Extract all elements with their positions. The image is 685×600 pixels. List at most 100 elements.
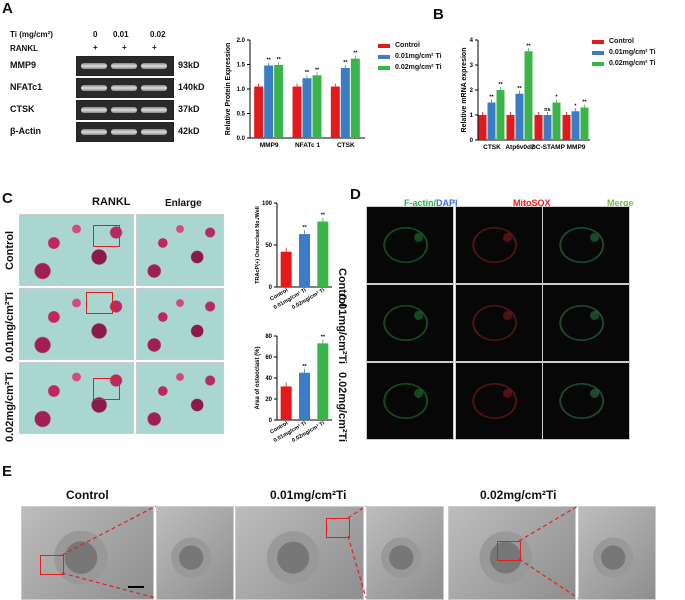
significance-label: ns	[544, 107, 550, 113]
x-tick-label: 0.01mg/cm² Ti	[272, 419, 308, 444]
significance-label: *	[574, 103, 577, 109]
bar	[299, 372, 310, 420]
x-tick-label: Control	[269, 420, 289, 435]
bar	[317, 221, 329, 287]
y-tick-label: 100	[262, 201, 273, 207]
panel-c-row-002: 0.02mg/cm²Ti	[4, 371, 16, 442]
x-tick-label: 0.01mg/cm² Ti	[272, 286, 308, 311]
fluor-image-r1-c1	[455, 284, 543, 362]
y-axis-label: Relative Protein Expression	[225, 43, 232, 136]
significance-label: **	[582, 100, 587, 106]
x-tick-label: NFATc 1	[295, 142, 320, 149]
rankl-mark-0: +	[93, 43, 98, 52]
legend-swatch	[378, 54, 390, 59]
zoom-box-c-control	[93, 225, 120, 247]
legend-panel-b: Control 0.01mg/cm² Ti 0.02mg/cm² Ti	[592, 38, 656, 71]
legend-entry: 0.02mg/cm² Ti	[378, 64, 442, 71]
x-tick-label: MMP9	[260, 142, 279, 149]
y-tick-label: 4	[470, 38, 474, 44]
y-tick-label: 1.0	[237, 87, 246, 93]
legend-entry: 0.01mg/cm² Ti	[592, 49, 656, 56]
significance-label: **	[321, 334, 326, 340]
bar	[302, 78, 312, 138]
blot-label-3: β-Actin	[10, 126, 41, 136]
blot-strip-0	[76, 56, 174, 76]
fluor-image-r0-c2	[542, 206, 630, 284]
blot-strip-2	[76, 100, 174, 120]
panel-c-col-rankl: RANKL	[92, 196, 131, 208]
blot-label-0: MMP9	[10, 60, 37, 70]
blot-band	[81, 129, 107, 135]
legend-swatch	[592, 61, 604, 66]
rankl-label: RANKL	[10, 44, 38, 53]
tem-control-enlarge	[156, 506, 234, 600]
panel-label-e: E	[2, 463, 13, 480]
bar	[264, 65, 274, 138]
bar	[350, 58, 360, 139]
legend-label: Control	[395, 42, 420, 49]
micrograph-c-enlarge-control	[136, 214, 224, 286]
bar	[299, 234, 310, 287]
significance-label: **	[302, 364, 307, 370]
blot-size-2: 37kD	[178, 104, 200, 114]
blot-band	[111, 63, 137, 69]
ti-concentration-header: Ti (mg/cm²)	[10, 30, 53, 39]
legend-entry: Control	[378, 42, 442, 49]
bar	[317, 343, 329, 420]
bar	[280, 386, 292, 420]
blot-size-3: 42kD	[178, 126, 200, 136]
conc-0: 0	[93, 30, 98, 39]
zoom-box-e-control	[40, 555, 64, 575]
panel-c-col-enlarge: Enlarge	[165, 198, 202, 209]
rankl-mark-1: +	[122, 43, 127, 52]
y-axis-label: Area of osteoclast (%)	[255, 346, 261, 409]
significance-label: **	[526, 43, 531, 49]
zoom-box-e-002	[497, 541, 521, 561]
bar	[330, 86, 340, 138]
y-tick-label: 2.0	[237, 38, 246, 44]
y-tick-label: 60	[265, 355, 272, 361]
blot-band	[81, 107, 107, 113]
panel-d-col-mitosox: MitoSOX	[513, 198, 551, 208]
tem-002-enlarge	[578, 506, 656, 600]
y-tick-label: 0	[470, 138, 474, 144]
blot-strip-3	[76, 122, 174, 142]
blot-label-2: CTSK	[10, 104, 35, 114]
bar	[478, 115, 487, 140]
significance-label: **	[267, 57, 272, 63]
bar	[562, 115, 571, 140]
micrograph-c-rankl-control	[19, 214, 134, 286]
significance-label: **	[489, 95, 494, 101]
zoom-box-c-001	[86, 292, 113, 314]
significance-label: **	[498, 82, 503, 88]
y-tick-label: 40	[265, 376, 272, 382]
y-tick-label: 1	[470, 113, 474, 119]
legend-swatch	[378, 43, 390, 48]
blot-size-1: 140kD	[178, 82, 205, 92]
legend-entry: Control	[592, 38, 656, 45]
legend-panel-a: Control 0.01mg/cm² Ti 0.02mg/cm² Ti	[378, 42, 442, 75]
bar	[524, 51, 533, 140]
bar	[254, 86, 264, 138]
y-tick-label: 0.5	[237, 112, 246, 118]
blot-band	[81, 63, 107, 69]
x-tick-label: CTSK	[337, 142, 355, 149]
blot-band	[141, 107, 167, 113]
bar	[274, 64, 284, 138]
bar	[312, 75, 322, 138]
micrograph-c-enlarge-001	[136, 288, 224, 360]
scale-bar-e	[128, 586, 144, 588]
blot-band	[81, 85, 107, 91]
panel-d-row-001: 0.01mg/cm²Ti	[336, 294, 348, 365]
y-tick-label: 20	[265, 397, 272, 403]
panel-e-label-001: 0.01mg/cm²Ti	[270, 488, 347, 502]
legend-label: 0.02mg/cm² Ti	[609, 60, 656, 67]
tem-001-enlarge	[366, 506, 444, 600]
fluor-image-r2-c0	[366, 362, 454, 440]
x-tick-label: Atp6v0d2	[505, 144, 535, 151]
bar	[543, 115, 552, 140]
bar	[340, 67, 350, 138]
panel-c-row-001: 0.01mg/cm²Ti	[4, 291, 16, 362]
legend-label: Control	[609, 38, 634, 45]
fluor-image-r1-c0	[366, 284, 454, 362]
